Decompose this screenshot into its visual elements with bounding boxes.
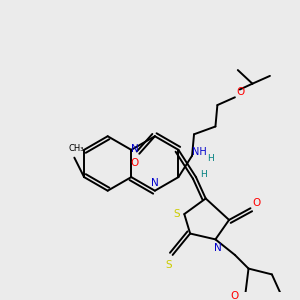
Text: H: H bbox=[207, 154, 214, 163]
Text: S: S bbox=[165, 260, 172, 270]
Text: S: S bbox=[173, 209, 180, 219]
Text: NH: NH bbox=[193, 147, 207, 157]
Text: H: H bbox=[200, 170, 207, 179]
Text: CH₃: CH₃ bbox=[68, 144, 84, 153]
Text: O: O bbox=[252, 198, 260, 208]
Text: N: N bbox=[151, 178, 159, 188]
Text: N: N bbox=[214, 243, 221, 253]
Text: O: O bbox=[237, 87, 245, 98]
Text: N: N bbox=[131, 144, 139, 154]
Text: O: O bbox=[130, 158, 139, 169]
Text: O: O bbox=[231, 291, 239, 300]
